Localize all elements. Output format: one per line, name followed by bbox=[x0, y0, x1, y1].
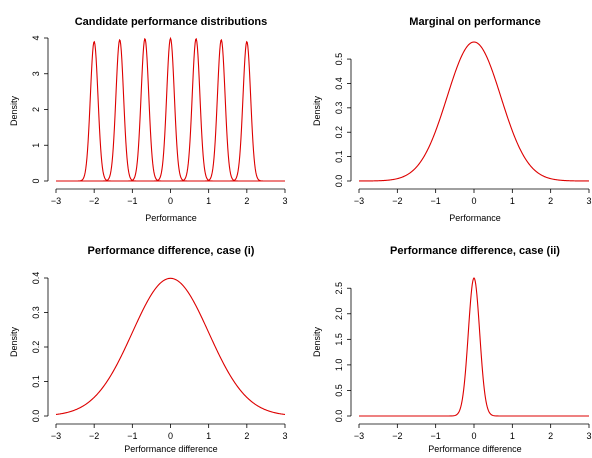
panel-1-xlabel: Performance bbox=[145, 213, 197, 223]
y-tick-label: 3 bbox=[31, 71, 41, 76]
density-curve bbox=[55, 277, 286, 416]
y-tick-label: 0.0 bbox=[334, 175, 344, 188]
panel-4-title: Performance difference, case (ii) bbox=[390, 245, 560, 257]
x-tick-label: 1 bbox=[510, 431, 515, 441]
density-curve bbox=[56, 40, 285, 182]
y-tick-label: 0.1 bbox=[31, 375, 41, 388]
x-tick-label: −1 bbox=[431, 196, 441, 206]
x-tick-label: −1 bbox=[127, 196, 137, 206]
panel-4-ylabel: Density bbox=[312, 326, 322, 357]
y-tick-label: 0.0 bbox=[334, 410, 344, 423]
y-tick-label: 1.5 bbox=[334, 333, 344, 346]
panel-2-xlabel: Performance bbox=[449, 213, 501, 223]
x-tick-label: −1 bbox=[431, 431, 441, 441]
y-tick-label: 0.3 bbox=[31, 306, 41, 319]
x-tick-label: −2 bbox=[392, 196, 402, 206]
x-tick-label: 2 bbox=[244, 431, 249, 441]
panel-difference-case-ii: Performance difference, case (ii) Perfor… bbox=[312, 245, 592, 454]
y-tick-label: 0 bbox=[31, 178, 41, 183]
panel-1-title: Candidate performance distributions bbox=[75, 16, 268, 28]
x-tick-label: −3 bbox=[354, 431, 364, 441]
x-tick-label: 1 bbox=[206, 431, 211, 441]
y-tick-label: 0.5 bbox=[334, 53, 344, 66]
y-tick-label: 2 bbox=[31, 107, 41, 112]
panel-2-ylabel: Density bbox=[312, 95, 322, 126]
y-tick-label: 1.0 bbox=[334, 359, 344, 372]
y-tick-label: 2.5 bbox=[334, 282, 344, 295]
panel-3-ylabel: Density bbox=[9, 326, 19, 357]
panel-4-xlabel: Performance difference bbox=[428, 444, 521, 454]
x-tick-label: −1 bbox=[127, 431, 137, 441]
y-tick-label: 0.2 bbox=[31, 341, 41, 354]
x-tick-label: −2 bbox=[392, 431, 402, 441]
x-tick-label: 3 bbox=[586, 431, 591, 441]
x-tick-label: 3 bbox=[586, 196, 591, 206]
y-tick-label: 0.4 bbox=[31, 272, 41, 285]
y-tick-label: 0.0 bbox=[31, 410, 41, 423]
density-curve bbox=[56, 37, 285, 182]
x-tick-label: 2 bbox=[548, 431, 553, 441]
y-tick-label: 2.0 bbox=[334, 308, 344, 321]
panel-3-title: Performance difference, case (i) bbox=[88, 245, 255, 257]
density-curve bbox=[56, 40, 285, 182]
x-tick-label: −3 bbox=[51, 431, 61, 441]
y-tick-label: 0.4 bbox=[334, 77, 344, 90]
panel-1-plot: −3 −2 −1 0 1 2 3 0 1 2 3 4 bbox=[31, 35, 288, 206]
x-tick-label: −3 bbox=[51, 196, 61, 206]
y-tick-label: 0.2 bbox=[334, 126, 344, 139]
x-tick-label: 0 bbox=[471, 196, 476, 206]
panel-2-title: Marginal on performance bbox=[409, 16, 540, 28]
x-tick-label: 0 bbox=[168, 196, 173, 206]
x-tick-label: 3 bbox=[282, 196, 287, 206]
x-tick-label: 1 bbox=[510, 196, 515, 206]
x-tick-label: 0 bbox=[168, 431, 173, 441]
y-tick-label: 0.3 bbox=[334, 102, 344, 115]
y-tick-label: 4 bbox=[31, 35, 41, 40]
panel-4-plot: −3 −2 −1 0 1 2 3 0.0 0.5 1.0 1.5 2.0 2.5 bbox=[334, 277, 592, 441]
density-curve bbox=[56, 37, 285, 182]
panel-1-ylabel: Density bbox=[9, 95, 19, 126]
y-tick-label: 1 bbox=[31, 143, 41, 148]
x-tick-label: −2 bbox=[89, 196, 99, 206]
density-curve bbox=[56, 38, 285, 182]
panel-difference-case-i: Performance difference, case (i) Perform… bbox=[9, 245, 288, 454]
x-tick-label: −3 bbox=[354, 196, 364, 206]
panel-marginal: Marginal on performance Performance Dens… bbox=[312, 16, 592, 223]
panel-candidate-distributions: Candidate performance distributions Perf… bbox=[9, 16, 288, 223]
x-tick-label: 2 bbox=[548, 196, 553, 206]
panel-3-xlabel: Performance difference bbox=[124, 444, 217, 454]
panel-2-plot: −3 −2 −1 0 1 2 3 0.0 0.1 0.2 0.3 0.4 0.5 bbox=[334, 41, 592, 206]
x-tick-label: 1 bbox=[206, 196, 211, 206]
x-tick-label: 2 bbox=[244, 196, 249, 206]
x-tick-label: 0 bbox=[471, 431, 476, 441]
density-curve bbox=[56, 36, 285, 182]
density-curve bbox=[359, 277, 589, 417]
density-curve bbox=[56, 38, 285, 182]
x-tick-label: 3 bbox=[282, 431, 287, 441]
x-tick-label: −2 bbox=[89, 431, 99, 441]
y-tick-label: 0.5 bbox=[334, 384, 344, 397]
y-tick-label: 0.1 bbox=[334, 150, 344, 163]
density-curve bbox=[358, 41, 590, 182]
panel-3-plot: −3 −2 −1 0 1 2 3 0.0 0.1 0.2 0.3 0.4 bbox=[31, 272, 288, 441]
